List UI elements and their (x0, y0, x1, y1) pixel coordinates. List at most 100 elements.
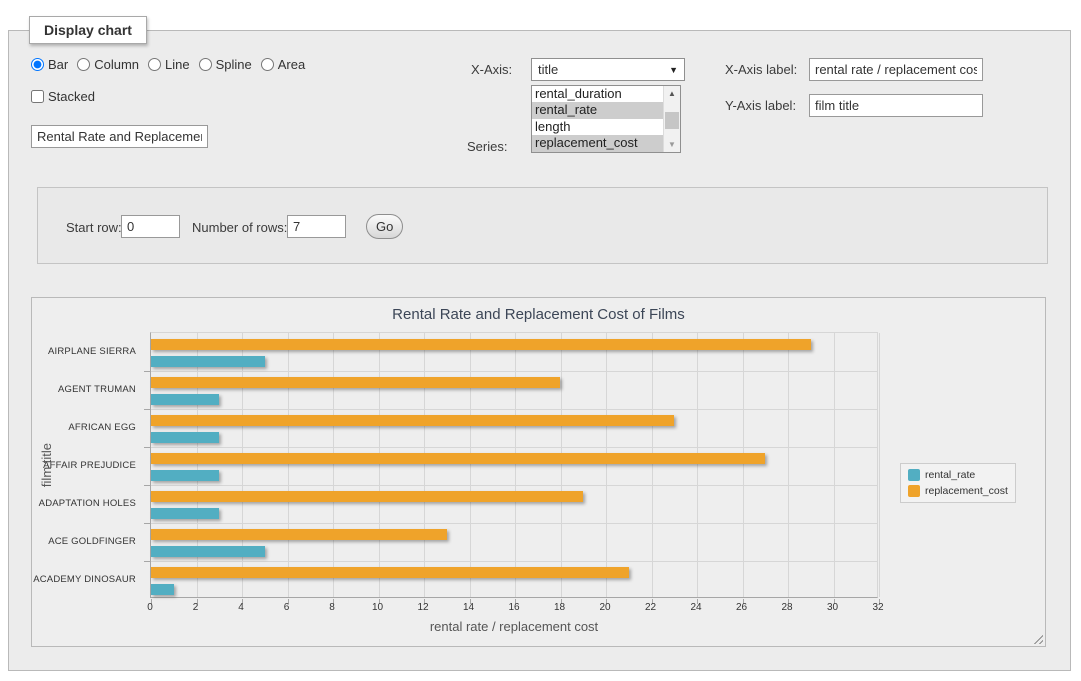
category-label: ACADEMY DINOSAUR (32, 560, 143, 598)
chart-type-radio-label: Spline (216, 57, 252, 72)
y-tick-mark (144, 561, 151, 562)
num-rows-label: Number of rows: (192, 220, 287, 235)
chart-type-radio-label: Line (165, 57, 190, 72)
gridline-vertical (197, 333, 198, 597)
x-tick-label: 18 (545, 602, 575, 613)
bar-replacement_cost (151, 453, 765, 464)
scrollbar-thumb[interactable] (665, 112, 679, 129)
x-tick-label: 6 (272, 602, 302, 613)
gridline-vertical (697, 333, 698, 597)
bar-rental_rate (151, 394, 219, 405)
scrollbar-track[interactable] (664, 101, 680, 137)
chart-type-radio-spline[interactable] (199, 58, 212, 71)
chart-legend: rental_rate replacement_cost (900, 463, 1016, 503)
gridline-vertical (834, 333, 835, 597)
x-tick-label: 22 (636, 602, 666, 613)
x-tick-label: 28 (772, 602, 802, 613)
x-axis-title: rental rate / replacement cost (150, 619, 878, 634)
chart-title-input[interactable] (31, 125, 208, 148)
num-rows-input[interactable] (287, 215, 346, 238)
category-label: AFFAIR PREJUDICE (32, 446, 143, 484)
chart-type-option-area[interactable]: Area (261, 57, 305, 72)
y-axis-label-input[interactable] (809, 94, 983, 117)
plot-area (150, 332, 878, 598)
y-tick-mark (144, 371, 151, 372)
display-chart-fieldset: Display chart BarColumnLineSplineArea St… (8, 30, 1071, 671)
chart-type-radio-bar[interactable] (31, 58, 44, 71)
category-label: AGENT TRUMAN (32, 370, 143, 408)
chart-type-option-bar[interactable]: Bar (31, 57, 68, 72)
legend-label: rental_rate (925, 469, 975, 481)
start-row-label: Start row: (66, 220, 122, 235)
x-axis-select[interactable]: title ▼ (531, 58, 685, 81)
x-tick-label: 0 (135, 602, 165, 613)
bar-rental_rate (151, 470, 219, 481)
gridline-horizontal (151, 447, 877, 448)
gridline-vertical (788, 333, 789, 597)
x-tick-label: 32 (863, 602, 893, 613)
chart-type-radio-column[interactable] (77, 58, 90, 71)
chart-type-option-line[interactable]: Line (148, 57, 190, 72)
page: Display chart Bar Column Line Spline Area St… (0, 0, 1081, 681)
gridline-horizontal (151, 561, 877, 562)
chart-type-option-spline[interactable]: Spline (199, 57, 252, 72)
bar-replacement_cost (151, 491, 583, 502)
chart-container: Rental Rate and Replacement Cost of Film… (31, 297, 1046, 647)
series-scrollbar[interactable]: ▲ ▼ (663, 86, 680, 152)
x-tick-label: 24 (681, 602, 711, 613)
resize-handle-icon[interactable] (1031, 632, 1043, 644)
gridline-vertical (743, 333, 744, 597)
bar-replacement_cost (151, 339, 811, 350)
scroll-down-icon[interactable]: ▼ (664, 137, 680, 152)
legend-item-rental_rate[interactable]: rental_rate (908, 469, 1008, 481)
fieldset-legend: Display chart (29, 16, 147, 44)
go-button[interactable]: Go (366, 214, 403, 239)
chart-title: Rental Rate and Replacement Cost of Film… (32, 306, 1045, 323)
y-tick-mark (144, 485, 151, 486)
bar-rental_rate (151, 432, 219, 443)
series-option-rental_duration[interactable]: rental_duration (532, 86, 663, 102)
chart-type-radio-line[interactable] (148, 58, 161, 71)
category-label: AIRPLANE SIERRA (32, 332, 143, 370)
x-tick-label: 2 (181, 602, 211, 613)
x-tick-label: 26 (727, 602, 757, 613)
gridline-vertical (333, 333, 334, 597)
x-axis-select-value: title (538, 62, 558, 77)
legend-label: replacement_cost (925, 485, 1008, 497)
x-axis-label-input[interactable] (809, 58, 983, 81)
gridline-vertical (379, 333, 380, 597)
stacked-row: Stacked (31, 89, 95, 104)
gridline-vertical (561, 333, 562, 597)
chart-type-radio-group: Bar Column Line Spline Area (31, 57, 305, 72)
x-tick-label: 14 (454, 602, 484, 613)
gridline-horizontal (151, 523, 877, 524)
gridline-vertical (470, 333, 471, 597)
chart-type-radio-label: Column (94, 57, 139, 72)
stacked-checkbox[interactable] (31, 90, 44, 103)
series-option-length[interactable]: length (532, 119, 663, 135)
chart-type-option-column[interactable]: Column (77, 57, 139, 72)
bar-rental_rate (151, 508, 219, 519)
x-tick-label: 20 (590, 602, 620, 613)
legend-item-replacement_cost[interactable]: replacement_cost (908, 485, 1008, 497)
gridline-vertical (879, 333, 880, 597)
chevron-down-icon: ▼ (669, 65, 678, 75)
stacked-label: Stacked (48, 89, 95, 104)
x-tick-label: 8 (317, 602, 347, 613)
start-row-input[interactable] (121, 215, 180, 238)
category-label: ACE GOLDFINGER (32, 522, 143, 560)
series-listbox[interactable]: rental_durationrental_ratelengthreplacem… (531, 85, 681, 153)
series-option-rental_rate[interactable]: rental_rate (532, 102, 663, 118)
legend-swatch (908, 485, 920, 497)
chart-type-radio-area[interactable] (261, 58, 274, 71)
scroll-up-icon[interactable]: ▲ (664, 86, 680, 101)
bar-replacement_cost (151, 529, 447, 540)
gridline-vertical (515, 333, 516, 597)
series-option-replacement_cost[interactable]: replacement_cost (532, 135, 663, 151)
bar-replacement_cost (151, 377, 560, 388)
bar-rental_rate (151, 584, 174, 595)
chart-type-radio-label: Area (278, 57, 305, 72)
stacked-option[interactable]: Stacked (31, 89, 95, 104)
series-options: rental_durationrental_ratelengthreplacem… (532, 86, 663, 152)
x-tick-label: 16 (499, 602, 529, 613)
